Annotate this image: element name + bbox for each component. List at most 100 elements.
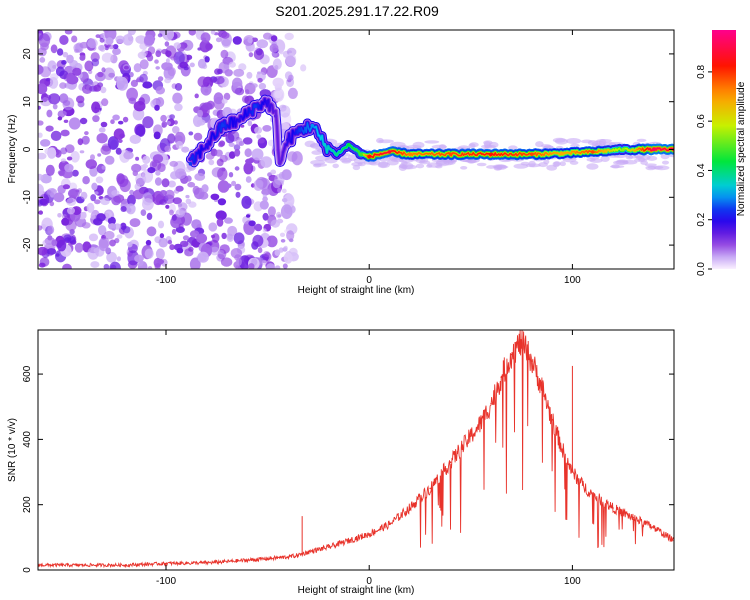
noise-blob	[155, 66, 160, 70]
noise-blob	[235, 191, 241, 198]
colorbar-tick-label: 0.0	[696, 262, 707, 276]
haze-blob	[480, 144, 493, 149]
noise-blob	[101, 52, 114, 63]
noise-blob	[260, 156, 273, 168]
noise-blob	[211, 233, 220, 243]
noise-blob	[50, 130, 62, 141]
noise-blob	[170, 56, 176, 61]
colorbar-tick-label: 0.6	[696, 114, 707, 128]
noise-blob	[234, 87, 245, 96]
noise-blob	[113, 128, 125, 140]
noise-blob	[84, 131, 89, 136]
noise-blob	[131, 163, 142, 173]
ridge-point	[278, 162, 282, 166]
noise-blob	[60, 158, 67, 163]
snr-point	[83, 564, 86, 566]
noise-blob	[286, 230, 295, 241]
noise-blob	[173, 243, 183, 251]
noise-blob	[262, 193, 267, 198]
noise-blob	[178, 223, 184, 229]
noise-blob	[175, 140, 184, 149]
noise-blob	[248, 52, 254, 58]
colorbar-label: Normalized spectral amplitude	[736, 81, 747, 216]
snr-point	[409, 507, 411, 509]
noise-blob	[129, 218, 141, 228]
noise-blob	[88, 233, 99, 242]
haze-blob	[586, 163, 599, 170]
noise-blob	[177, 203, 183, 207]
noise-blob	[182, 235, 190, 241]
ridge-segment	[271, 104, 275, 114]
noise-blob	[224, 69, 233, 77]
noise-blob	[174, 83, 183, 91]
noise-blob	[98, 45, 105, 51]
haze-blob	[508, 145, 518, 151]
noise-blob	[254, 126, 263, 134]
ridge-segment	[306, 122, 310, 130]
noise-blob	[123, 151, 134, 160]
noise-blob	[277, 214, 282, 218]
noise-blob	[60, 129, 70, 137]
noise-blob	[242, 215, 251, 225]
noise-blob	[300, 64, 307, 72]
noise-blob	[101, 67, 106, 73]
noise-blob	[86, 202, 95, 213]
ridge-segment	[216, 126, 220, 137]
noise-blob	[217, 167, 228, 181]
ridge-segment	[321, 134, 325, 145]
noise-blob	[116, 234, 123, 239]
noise-blob	[233, 68, 245, 77]
noise-blob	[142, 116, 154, 129]
noise-blob	[199, 40, 211, 53]
noise-blob	[39, 66, 52, 78]
noise-blob	[221, 98, 228, 104]
noise-blob	[220, 49, 229, 59]
ridge-point	[286, 138, 290, 142]
noise-blob	[122, 116, 129, 123]
noise-blob	[228, 151, 236, 159]
noise-blob	[288, 74, 294, 81]
haze-blob	[570, 143, 580, 148]
noise-blob	[142, 155, 151, 164]
noise-blob	[126, 87, 138, 102]
noise-blob	[95, 34, 101, 38]
noise-blob	[227, 233, 233, 240]
noise-blob	[135, 156, 140, 161]
noise-blob	[52, 65, 57, 69]
noise-blob	[105, 37, 114, 45]
noise-blob	[106, 251, 117, 263]
noise-blob	[139, 73, 148, 83]
snr-axes: -100 0 100 0 200 400 600	[22, 330, 674, 587]
noise-blob	[282, 263, 288, 269]
noise-blob	[120, 206, 127, 212]
ridge-point	[387, 150, 392, 154]
noise-blob	[157, 220, 165, 229]
noise-blob	[87, 247, 99, 260]
haze-blob	[406, 145, 422, 149]
haze-blob	[565, 137, 582, 145]
noise-blob	[107, 136, 119, 150]
noise-blob	[173, 51, 185, 65]
noise-blob	[228, 61, 236, 68]
noise-blob	[192, 114, 203, 127]
noise-blob	[129, 134, 141, 144]
colorbar-gradient	[712, 30, 736, 269]
noise-blob	[82, 176, 90, 185]
noise-blob	[48, 93, 61, 105]
noise-blob	[217, 180, 230, 193]
haze-blob	[553, 161, 561, 167]
noise-blob	[40, 42, 49, 51]
noise-blob	[73, 43, 83, 53]
haze-blob	[377, 162, 390, 169]
haze-blob	[559, 161, 566, 167]
noise-blob	[101, 98, 109, 107]
haze-blob	[644, 163, 657, 167]
noise-blob	[283, 252, 293, 264]
x-tick-label: 0	[366, 275, 372, 286]
noise-blob	[98, 225, 107, 236]
noise-blob	[245, 176, 252, 183]
noise-blob	[119, 178, 131, 193]
snr-point	[531, 360, 533, 362]
noise-blob	[98, 127, 106, 133]
noise-blob	[266, 263, 276, 269]
